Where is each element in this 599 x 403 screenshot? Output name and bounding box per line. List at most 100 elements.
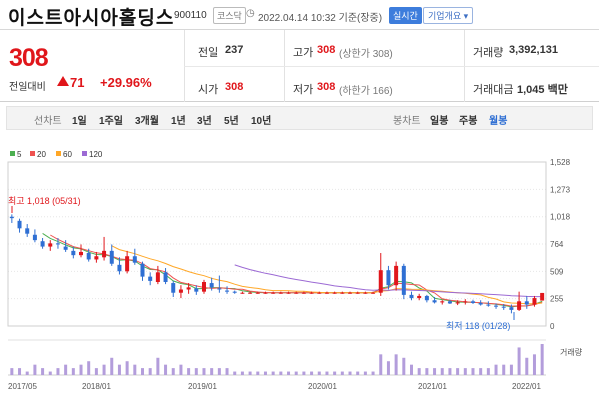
legend-swatch-5 bbox=[10, 151, 15, 156]
volume-bar bbox=[371, 371, 375, 375]
realtime-button[interactable]: 실시간 bbox=[389, 7, 422, 24]
volume-bar bbox=[233, 371, 237, 375]
y-tick-label: 0 bbox=[550, 322, 555, 331]
price-change: 71 bbox=[70, 75, 85, 90]
candle-body bbox=[271, 292, 276, 294]
tab-3year[interactable]: 3년 bbox=[197, 116, 212, 127]
quote-time: 2022.04.14 10:32 기준(장중) bbox=[258, 13, 383, 24]
x-tick-label: 2019/01 bbox=[188, 382, 217, 391]
candle-body bbox=[55, 243, 60, 245]
tab-monthly-candle[interactable]: 월봉 bbox=[489, 116, 508, 127]
tab-1day[interactable]: 1일 bbox=[72, 116, 87, 127]
volume-bar bbox=[433, 368, 437, 375]
tab-10year[interactable]: 10년 bbox=[251, 116, 272, 127]
volume-bar bbox=[148, 368, 152, 375]
volume-bar bbox=[240, 371, 244, 375]
volume-bar bbox=[356, 371, 360, 375]
volume-bar bbox=[517, 347, 521, 375]
candle-body bbox=[309, 292, 314, 294]
price-summary: 308 전일대비 71 +29.96% 전일 237 고가 308 (상한가 3… bbox=[0, 30, 599, 102]
x-tick-label: 2018/01 bbox=[82, 382, 111, 391]
plot-border bbox=[7, 161, 547, 327]
volume-label: 거래량 bbox=[473, 47, 504, 59]
candle-body bbox=[117, 264, 122, 272]
candle-chart-label: 봉차트 bbox=[393, 116, 421, 127]
candle-body bbox=[470, 301, 475, 303]
volume-bar bbox=[202, 368, 206, 375]
stock-code: 900110 bbox=[174, 10, 207, 21]
amount-label: 거래대금 bbox=[473, 84, 514, 96]
candle-body bbox=[148, 276, 153, 281]
stock-name: 이스트아시아홀딩스 bbox=[8, 8, 175, 29]
stock-chart: 5 20 60 120 1,528 1,273 1,018 764 509 255 0 최고 1,01… bbox=[7, 150, 583, 391]
volume-bar bbox=[509, 364, 513, 375]
volume-bar bbox=[302, 371, 306, 375]
candle-body bbox=[532, 298, 537, 305]
candle-body bbox=[363, 292, 368, 294]
tab-3month[interactable]: 3개월 bbox=[135, 116, 159, 127]
candle-body bbox=[278, 292, 283, 294]
low-annotation: 최저 118 (01/28) bbox=[446, 321, 510, 331]
candle-body bbox=[248, 292, 253, 294]
candle-body bbox=[32, 234, 37, 241]
volume-bar bbox=[48, 371, 52, 375]
volume-bar bbox=[417, 368, 421, 375]
volume-bar bbox=[463, 368, 467, 375]
candle-body bbox=[225, 290, 230, 292]
legend-swatch-60 bbox=[56, 151, 61, 156]
legend-label-120: 120 bbox=[89, 150, 103, 159]
y-tick-label: 1,018 bbox=[550, 213, 571, 222]
volume-bar bbox=[194, 368, 198, 375]
volume-bar bbox=[340, 371, 344, 375]
candle-body bbox=[417, 295, 422, 299]
volume-value: 3,392,131 bbox=[509, 44, 558, 56]
volume-bar bbox=[133, 364, 137, 375]
legend-swatch-120 bbox=[82, 151, 87, 156]
company-overview-button[interactable]: 기업개요 ▾ bbox=[423, 7, 474, 24]
candle-body bbox=[94, 256, 99, 260]
volume-bar bbox=[525, 357, 529, 375]
legend-label-60: 60 bbox=[63, 150, 72, 159]
ma20-line bbox=[50, 234, 543, 307]
lower-limit-note: (하한가 166) bbox=[339, 86, 393, 97]
price-change-percent: +29.96% bbox=[100, 75, 152, 90]
volume-bar bbox=[348, 371, 352, 375]
amount-value: 1,045 백만 bbox=[517, 84, 568, 96]
candle-body bbox=[455, 302, 460, 304]
candle-body bbox=[432, 300, 437, 303]
x-tick-label: 2017/05 bbox=[8, 382, 37, 391]
y-tick-label: 255 bbox=[550, 295, 564, 304]
candle-body bbox=[9, 216, 14, 219]
ma60-line bbox=[111, 245, 543, 305]
tab-1week[interactable]: 1주일 bbox=[99, 116, 123, 127]
tab-weekly-candle[interactable]: 주봉 bbox=[459, 116, 478, 127]
prev-close-label: 전일 bbox=[198, 47, 219, 59]
volume-bar bbox=[141, 368, 144, 375]
volume-bar bbox=[325, 371, 329, 375]
volume-bar bbox=[279, 371, 283, 375]
market-badge: 코스닥 bbox=[213, 7, 246, 24]
candle-body bbox=[478, 302, 483, 305]
candle-body bbox=[348, 292, 353, 294]
candle-body bbox=[401, 265, 406, 295]
tab-daily-candle[interactable]: 일봉 bbox=[430, 116, 449, 127]
x-tick-label: 2020/01 bbox=[308, 382, 337, 391]
candle-body bbox=[386, 270, 391, 286]
volume-bar bbox=[425, 368, 429, 375]
candle-body bbox=[40, 241, 45, 247]
tab-5year[interactable]: 5년 bbox=[224, 116, 239, 127]
volume-bar bbox=[117, 364, 121, 375]
y-tick-label: 764 bbox=[550, 240, 564, 249]
candle-body bbox=[71, 250, 76, 256]
volume-bar bbox=[210, 368, 214, 375]
volume-bar bbox=[410, 364, 413, 375]
volume-bar bbox=[94, 368, 98, 375]
volume-bar bbox=[110, 357, 114, 375]
volume-bar bbox=[10, 368, 14, 375]
volume-bar bbox=[71, 368, 75, 375]
x-tick-label: 2022/01 bbox=[512, 382, 541, 391]
candle-body bbox=[186, 287, 191, 290]
tab-1year[interactable]: 1년 bbox=[171, 116, 186, 127]
candle-body bbox=[125, 256, 130, 272]
high-annotation: 최고 1,018 (05/31) bbox=[8, 196, 81, 206]
